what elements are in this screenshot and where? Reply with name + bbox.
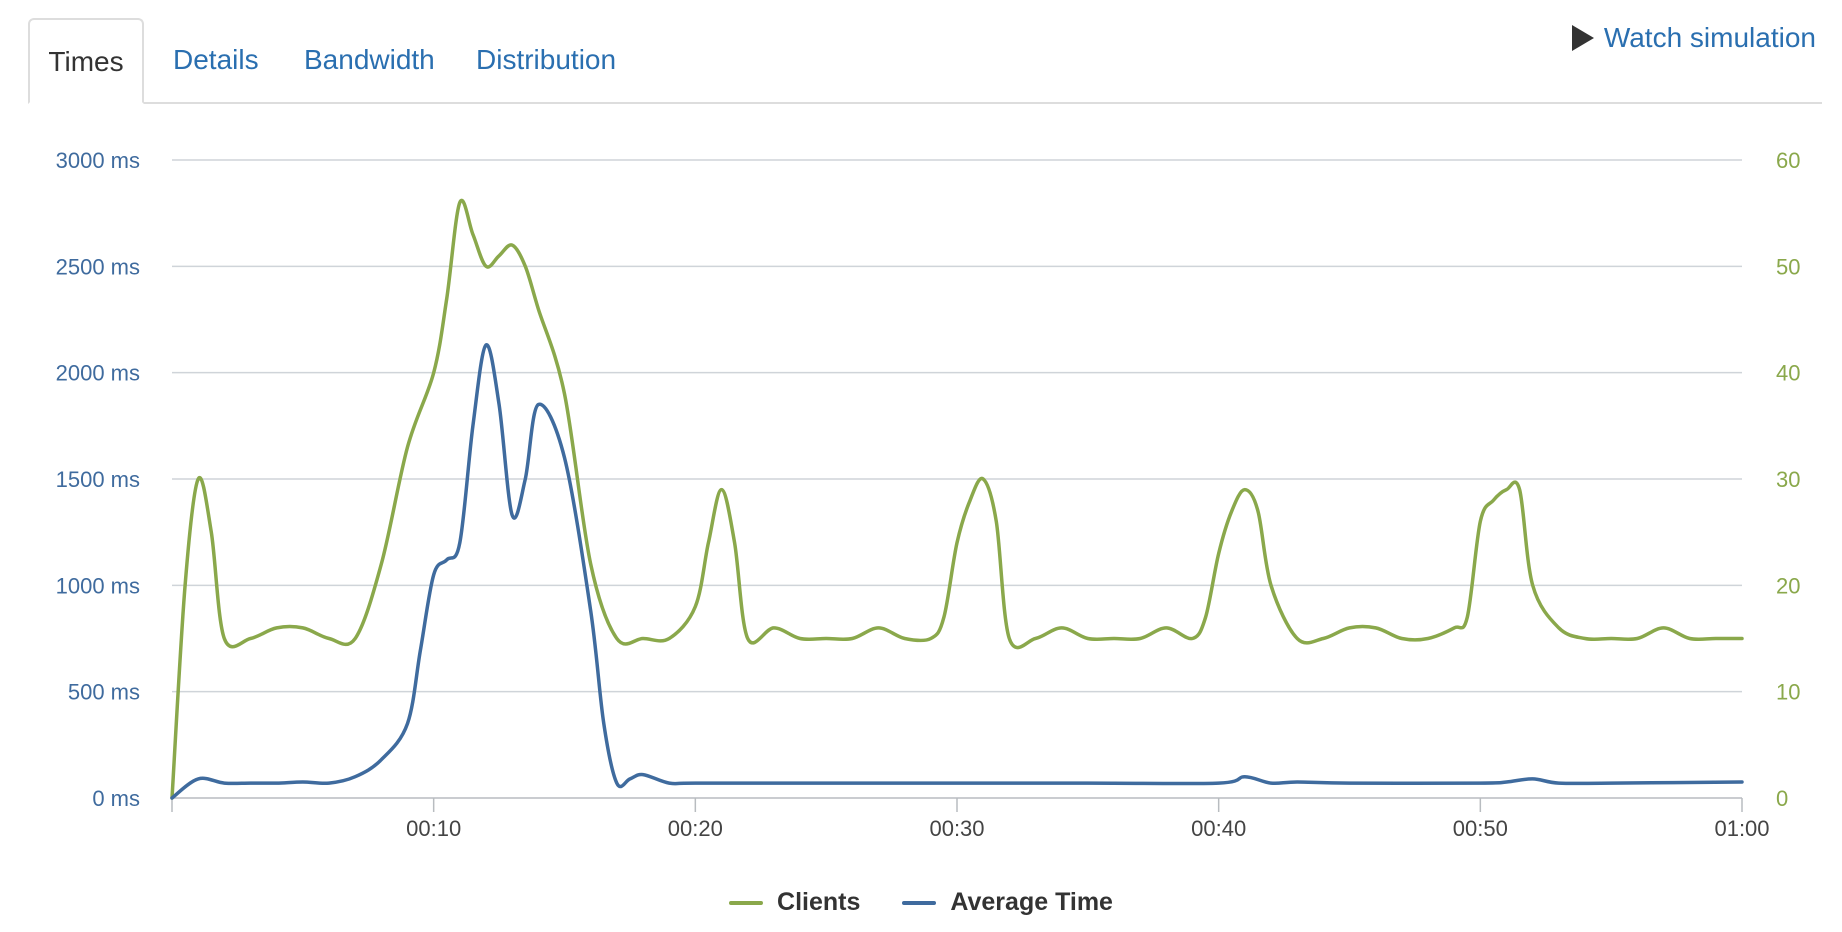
y-right-tick-label: 60 <box>1776 148 1800 173</box>
y-right-tick-label: 0 <box>1776 786 1788 811</box>
grid <box>172 159 1742 693</box>
y-left-tick-label: 2000 ms <box>56 361 140 386</box>
x-tick-label: 00:10 <box>406 816 461 841</box>
legend-swatch-clients <box>729 900 764 905</box>
watch-simulation-link[interactable]: Watch simulation <box>1571 18 1816 58</box>
legend-swatch-average-time <box>902 900 937 905</box>
legend-label-average-time: Average Time <box>950 888 1113 916</box>
y-left-tick-label: 500 ms <box>68 680 140 705</box>
times-chart: 0 ms 500 ms 1000 ms 1500 ms 2000 ms 2500 ms 30… <box>56 148 1801 841</box>
series-line-average-time <box>170 343 1744 800</box>
y-right-tick-label: 50 <box>1776 254 1800 279</box>
tab-times[interactable]: Times <box>28 18 144 104</box>
tab-distribution[interactable]: Distribution <box>476 44 617 75</box>
x-tick-label: 01:00 <box>1714 816 1769 841</box>
legend-item-clients[interactable]: Clients <box>729 888 860 917</box>
series-line-clients <box>170 198 1744 800</box>
y-right-tick-label: 40 <box>1776 361 1800 386</box>
tab-bar: Times Details Bandwidth Distribution <box>28 18 1822 104</box>
y-left-tick-label: 3000 ms <box>56 148 140 173</box>
watch-simulation-label: Watch simulation <box>1603 22 1816 53</box>
tab-details[interactable]: Details <box>173 44 259 75</box>
play-icon <box>1571 25 1594 51</box>
legend-label-clients: Clients <box>777 888 861 916</box>
y-left-tick-label: 2500 ms <box>56 254 140 279</box>
y-right-tick-label: 20 <box>1776 573 1800 598</box>
y-left-tick-label: 0 ms <box>92 786 140 811</box>
tab-bandwidth[interactable]: Bandwidth <box>304 44 435 75</box>
legend: Clients Average Time <box>0 888 1842 917</box>
series <box>170 198 1744 800</box>
y-right-tick-label: 30 <box>1776 467 1800 492</box>
y-left-tick-label: 1500 ms <box>56 467 140 492</box>
y-left-tick-label: 1000 ms <box>56 573 140 598</box>
x-tick-label: 00:20 <box>668 816 723 841</box>
x-tick-label: 00:50 <box>1453 816 1508 841</box>
x-tick-label: 00:40 <box>1191 816 1246 841</box>
axes: 0 ms 500 ms 1000 ms 1500 ms 2000 ms 2500 ms 30… <box>56 148 1801 841</box>
x-tick-label: 00:30 <box>929 816 984 841</box>
legend-item-average-time[interactable]: Average Time <box>902 888 1113 917</box>
y-right-tick-label: 10 <box>1776 680 1800 705</box>
